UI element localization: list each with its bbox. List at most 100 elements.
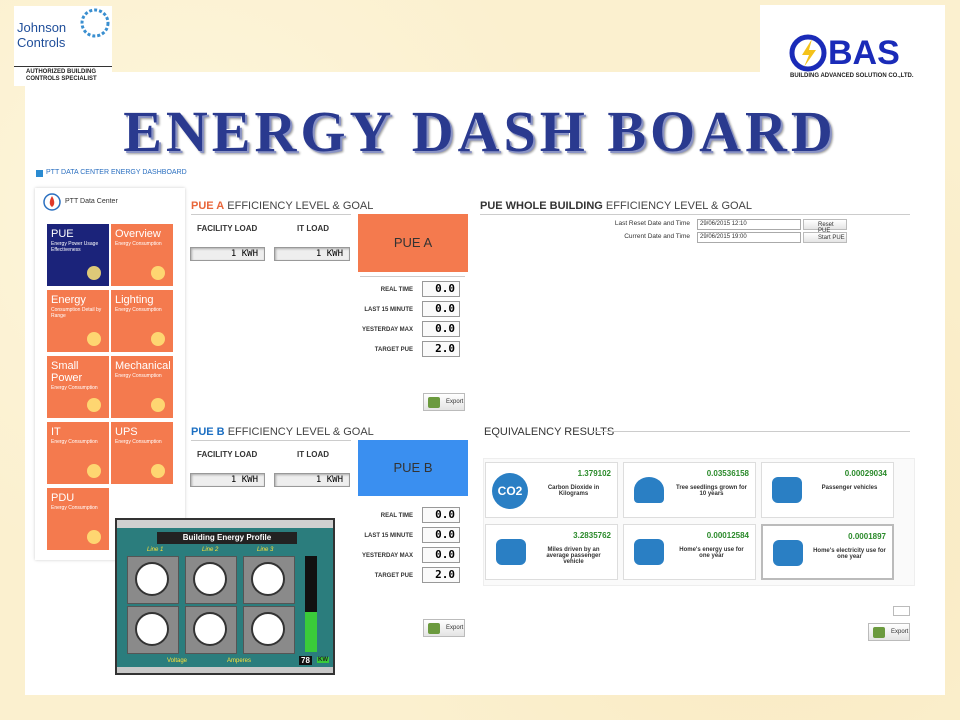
tagline: AUTHORIZED BUILDING CONTROLS SPECIALIST: [26, 69, 97, 82]
equivalency-label: Carbon Dioxide in Kilograms: [547, 485, 600, 497]
tile-sub: Energy Power Usage Effectiveness: [51, 241, 99, 253]
equivalency-card: 0.00012584 Home's energy use for one year: [623, 524, 756, 580]
section-heading: PUE WHOLE BUILDING EFFICIENCY LEVEL & GO…: [480, 200, 752, 212]
tile-icon: [87, 530, 101, 544]
tile-title: Small Power: [51, 360, 83, 384]
equivalency-value: 0.00029034: [844, 469, 887, 478]
nav-tile[interactable]: Energy Consumption Detail by Range: [47, 290, 109, 352]
tile-sub: Energy Consumption: [51, 385, 98, 391]
export-label: Export: [446, 625, 464, 631]
facility-value: 1 KWH: [190, 473, 265, 487]
tile-title: Overview: [115, 228, 161, 240]
gauge: 024CURRENT LEVEL1.0: [485, 255, 690, 415]
gauge: 024TARGET LEVEL2.0: [700, 255, 905, 415]
row-value: 0.0: [422, 507, 460, 523]
bas: BAS: [828, 34, 900, 72]
equivalency-card: 0.03536158 Tree seedlings grown for 10 ye…: [623, 462, 756, 518]
row-label: REAL TIME: [380, 287, 413, 293]
date-button[interactable]: Start PUE: [803, 232, 847, 243]
equivalency-label: Tree seedlings grown for 10 years: [675, 485, 747, 497]
tile-sub: Energy Consumption: [51, 505, 98, 511]
row-label: YESTERDAY MAX: [361, 327, 413, 333]
export-button[interactable]: Export: [868, 623, 910, 641]
date-button[interactable]: Reset PUE: [803, 219, 847, 234]
page-title: ENERGY DASH BOARD: [123, 99, 837, 164]
date-value[interactable]: 29/06/2015 19:00: [697, 232, 801, 243]
heading-bold: PUE A: [191, 200, 225, 212]
co2-icon: CO2: [492, 473, 528, 509]
equivalency-label: Home's electricity use for one year: [813, 548, 886, 560]
tile-icon: [87, 464, 101, 478]
bas-logo: BAS BUILDING ADVANCED SOLUTION CO.,LTD.: [760, 5, 945, 83]
nav-tile[interactable]: Lighting Energy Consumption: [111, 290, 173, 352]
section-heading: PUE B EFFICIENCY LEVEL & GOAL: [191, 426, 374, 438]
row-value: 2.0: [422, 341, 460, 357]
heading-line: [191, 440, 351, 441]
export-button[interactable]: Export: [423, 393, 465, 411]
tile-title: IT: [51, 426, 61, 438]
date-label: Last Reset Date and Time: [614, 220, 690, 227]
heading-bold: PUE B: [191, 426, 225, 438]
heading-rest: EFFICIENCY LEVEL & GOAL: [227, 426, 374, 438]
nav-tile[interactable]: UPS Energy Consumption: [111, 422, 173, 484]
tile-sub: Energy Consumption: [115, 373, 162, 379]
tile-sub: Energy Consumption: [51, 439, 98, 445]
nav-tile[interactable]: IT Energy Consumption: [47, 422, 109, 484]
export-button[interactable]: Export: [423, 619, 465, 637]
heading-rest: EFFICIENCY LEVEL & GOAL: [227, 200, 374, 212]
row-value: 0.0: [422, 321, 460, 337]
heading-line: [480, 214, 910, 215]
bas-sub: BUILDING ADVANCED SOLUTION CO.,LTD.: [790, 73, 914, 79]
equivalency-card: 3.2835762 Miles driven by an average pass…: [485, 524, 618, 580]
nav-tile[interactable]: Mechanical Energy Consumption: [111, 356, 173, 418]
row-value: 0.0: [422, 527, 460, 543]
equivalency-value: 0.0001897: [848, 532, 886, 541]
nav-tile[interactable]: Small Power Energy Consumption: [47, 356, 109, 418]
row-value: 0.0: [422, 281, 460, 297]
divider: [360, 276, 465, 277]
tile-sub: Energy Consumption: [115, 241, 162, 247]
nav-tile[interactable]: PUE Energy Power Usage Effectiveness: [47, 224, 109, 286]
heading-line: [592, 431, 910, 432]
equivalency-card: 0.0001897 Home's electricity use for one …: [761, 524, 894, 580]
date-label: Current Date and Time: [624, 233, 690, 240]
brand-mark: [80, 8, 110, 38]
inset-amperes: Amperes: [227, 658, 252, 664]
inset-kw-unit: KW: [317, 657, 329, 663]
export-icon: [428, 623, 440, 634]
equivalency-label: Home's energy use for one year: [679, 547, 744, 559]
row-value: 0.0: [422, 301, 460, 317]
co2-text: CO2: [497, 484, 523, 498]
tile-icon: [87, 332, 101, 346]
it-label: IT LOAD: [297, 450, 329, 459]
date-value[interactable]: 29/06/2015 12:10: [697, 219, 801, 230]
tile-title: PUE: [51, 228, 74, 240]
section-heading: EQUIVALENCY RESULTS: [484, 426, 615, 438]
section-heading: PUE A EFFICIENCY LEVEL & GOAL: [191, 200, 373, 212]
gauge: 024PUE LEVEL1.0: [190, 285, 350, 415]
tile-title: Lighting: [115, 294, 154, 306]
row-value: 0.0: [422, 547, 460, 563]
brand: Johnson Controls: [17, 20, 67, 50]
nav-tile[interactable]: PDU Energy Consumption: [47, 488, 109, 550]
inset-kw-value: 78: [299, 656, 312, 665]
heading-line: [191, 214, 351, 215]
equivalency-icon: [772, 477, 802, 503]
pue-badge: PUE A: [358, 214, 468, 272]
sidebar-logo-mark: [43, 193, 61, 211]
inset-line-label: Line 2: [202, 547, 219, 553]
inset-voltage: Voltage: [167, 658, 188, 664]
tile-sub: Consumption Detail by Range: [51, 307, 102, 319]
inset-meter: [135, 612, 169, 646]
inset-meter: [251, 562, 285, 596]
row-label: TARGET PUE: [374, 347, 413, 353]
export-label: Export: [446, 399, 464, 405]
nav-tile[interactable]: Overview Energy Consumption: [111, 224, 173, 286]
row-label: LAST 15 MINUTE: [364, 307, 413, 313]
equivalency-icon: [496, 539, 526, 565]
export-icon: [428, 397, 440, 408]
tile-title: Mechanical: [115, 360, 171, 372]
inset-screenshot: Building Energy Profile Line 1 Line 2 Line …: [115, 518, 335, 675]
inset-meter: [135, 562, 169, 596]
